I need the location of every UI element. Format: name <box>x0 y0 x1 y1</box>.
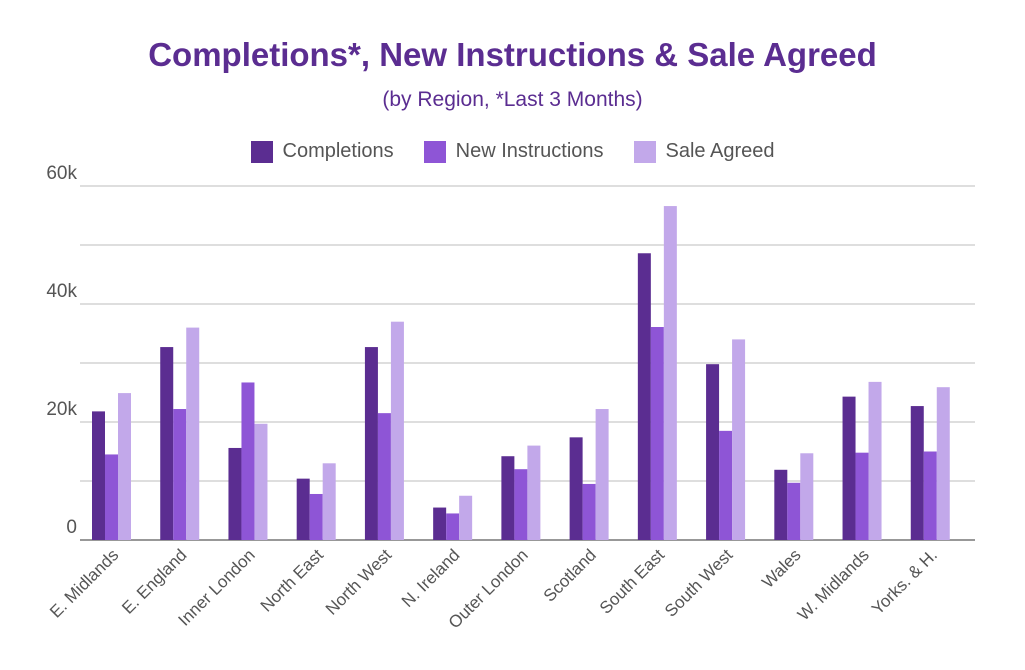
legend-item-new-instructions: New Instructions <box>423 140 604 163</box>
bar-completions-outer-london <box>501 456 515 540</box>
legend-item-completions: Completions <box>250 140 394 163</box>
bar-sale-agreed-n-ireland <box>459 495 473 540</box>
bar-sale-agreed-e-england <box>186 327 200 540</box>
bar-sale-agreed-yorks-h <box>936 387 950 540</box>
bar-new-instructions-north-east <box>309 493 323 540</box>
x-tick-label-wales: Wales <box>758 545 804 591</box>
bar-completions-w-midlands <box>842 396 856 540</box>
bar-new-instructions-wales <box>787 482 801 540</box>
x-tick-label-south-west: South West <box>661 545 737 621</box>
bar-completions-inner-london <box>228 447 242 540</box>
x-tick-label-yorks-h: Yorks. & H. <box>868 545 941 618</box>
bar-sale-agreed-e-midlands <box>118 393 131 540</box>
bar-sale-agreed-inner-london <box>254 423 268 540</box>
bar-new-instructions-e-england <box>173 409 187 540</box>
y-tick-label: 0 <box>66 517 77 538</box>
bar-completions-n-ireland <box>433 507 447 540</box>
legend-label-new-instructions: New Instructions <box>455 140 604 162</box>
bar-new-instructions-inner-london <box>241 382 255 540</box>
bar-sale-agreed-scotland <box>595 409 609 540</box>
x-tick-label-south-east: South East <box>596 545 668 617</box>
y-tick-label: 20k <box>46 399 77 420</box>
bar-sale-agreed-outer-london <box>527 445 541 540</box>
bar-new-instructions-w-midlands <box>855 452 869 540</box>
bar-new-instructions-scotland <box>582 483 596 540</box>
bar-new-instructions-yorks-h <box>923 451 937 540</box>
legend-item-sale-agreed: Sale Agreed <box>633 140 775 163</box>
chart-title: Completions*, New Instructions & Sale Ag… <box>148 36 877 73</box>
legend-label-sale-agreed: Sale Agreed <box>665 140 775 162</box>
y-tick-label: 40k <box>46 281 77 302</box>
bar-sale-agreed-south-east <box>663 206 677 540</box>
bar-completions-south-east <box>637 253 651 540</box>
bar-completions-e-midlands <box>92 411 105 540</box>
bar-sale-agreed-north-east <box>322 463 336 540</box>
legend-swatch-new-instructions <box>423 140 446 163</box>
bar-completions-north-east <box>296 478 310 540</box>
legend-label-completions: Completions <box>282 140 394 162</box>
legend-swatch-sale-agreed <box>633 140 656 163</box>
chart-subtitle: (by Region, *Last 3 Months) <box>382 88 643 111</box>
bar-completions-e-england <box>160 347 174 540</box>
bar-new-instructions-n-ireland <box>446 513 460 540</box>
bar-completions-wales <box>774 469 788 540</box>
x-tick-label-north-east: North East <box>257 545 327 615</box>
bar-new-instructions-e-midlands <box>105 454 118 540</box>
y-tick-label: 60k <box>46 163 77 184</box>
x-tick-label-e-england: E. England <box>118 545 190 617</box>
bar-sale-agreed-w-midlands <box>868 381 882 540</box>
bar-sale-agreed-north-west <box>390 321 404 540</box>
x-tick-label-w-midlands: W. Midlands <box>794 545 873 624</box>
x-tick-label-n-ireland: N. Ireland <box>398 545 464 611</box>
bar-completions-south-west <box>706 364 720 540</box>
bar-new-instructions-north-west <box>377 413 391 540</box>
bar-new-instructions-south-west <box>719 430 733 540</box>
bar-completions-scotland <box>569 437 583 540</box>
x-tick-label-e-midlands: E. Midlands <box>46 545 122 621</box>
x-tick-label-north-west: North West <box>322 545 396 619</box>
legend: Completions New Instructions Sale Agreed <box>0 140 1025 163</box>
bar-sale-agreed-south-west <box>732 339 746 540</box>
x-tick-label-scotland: Scotland <box>540 545 600 605</box>
legend-swatch-completions <box>250 140 273 163</box>
bar-completions-north-west <box>364 347 378 540</box>
bar-new-instructions-outer-london <box>514 469 528 540</box>
bar-sale-agreed-wales <box>800 453 814 540</box>
bar-completions-yorks-h <box>910 406 924 540</box>
bar-new-instructions-south-east <box>650 327 664 540</box>
